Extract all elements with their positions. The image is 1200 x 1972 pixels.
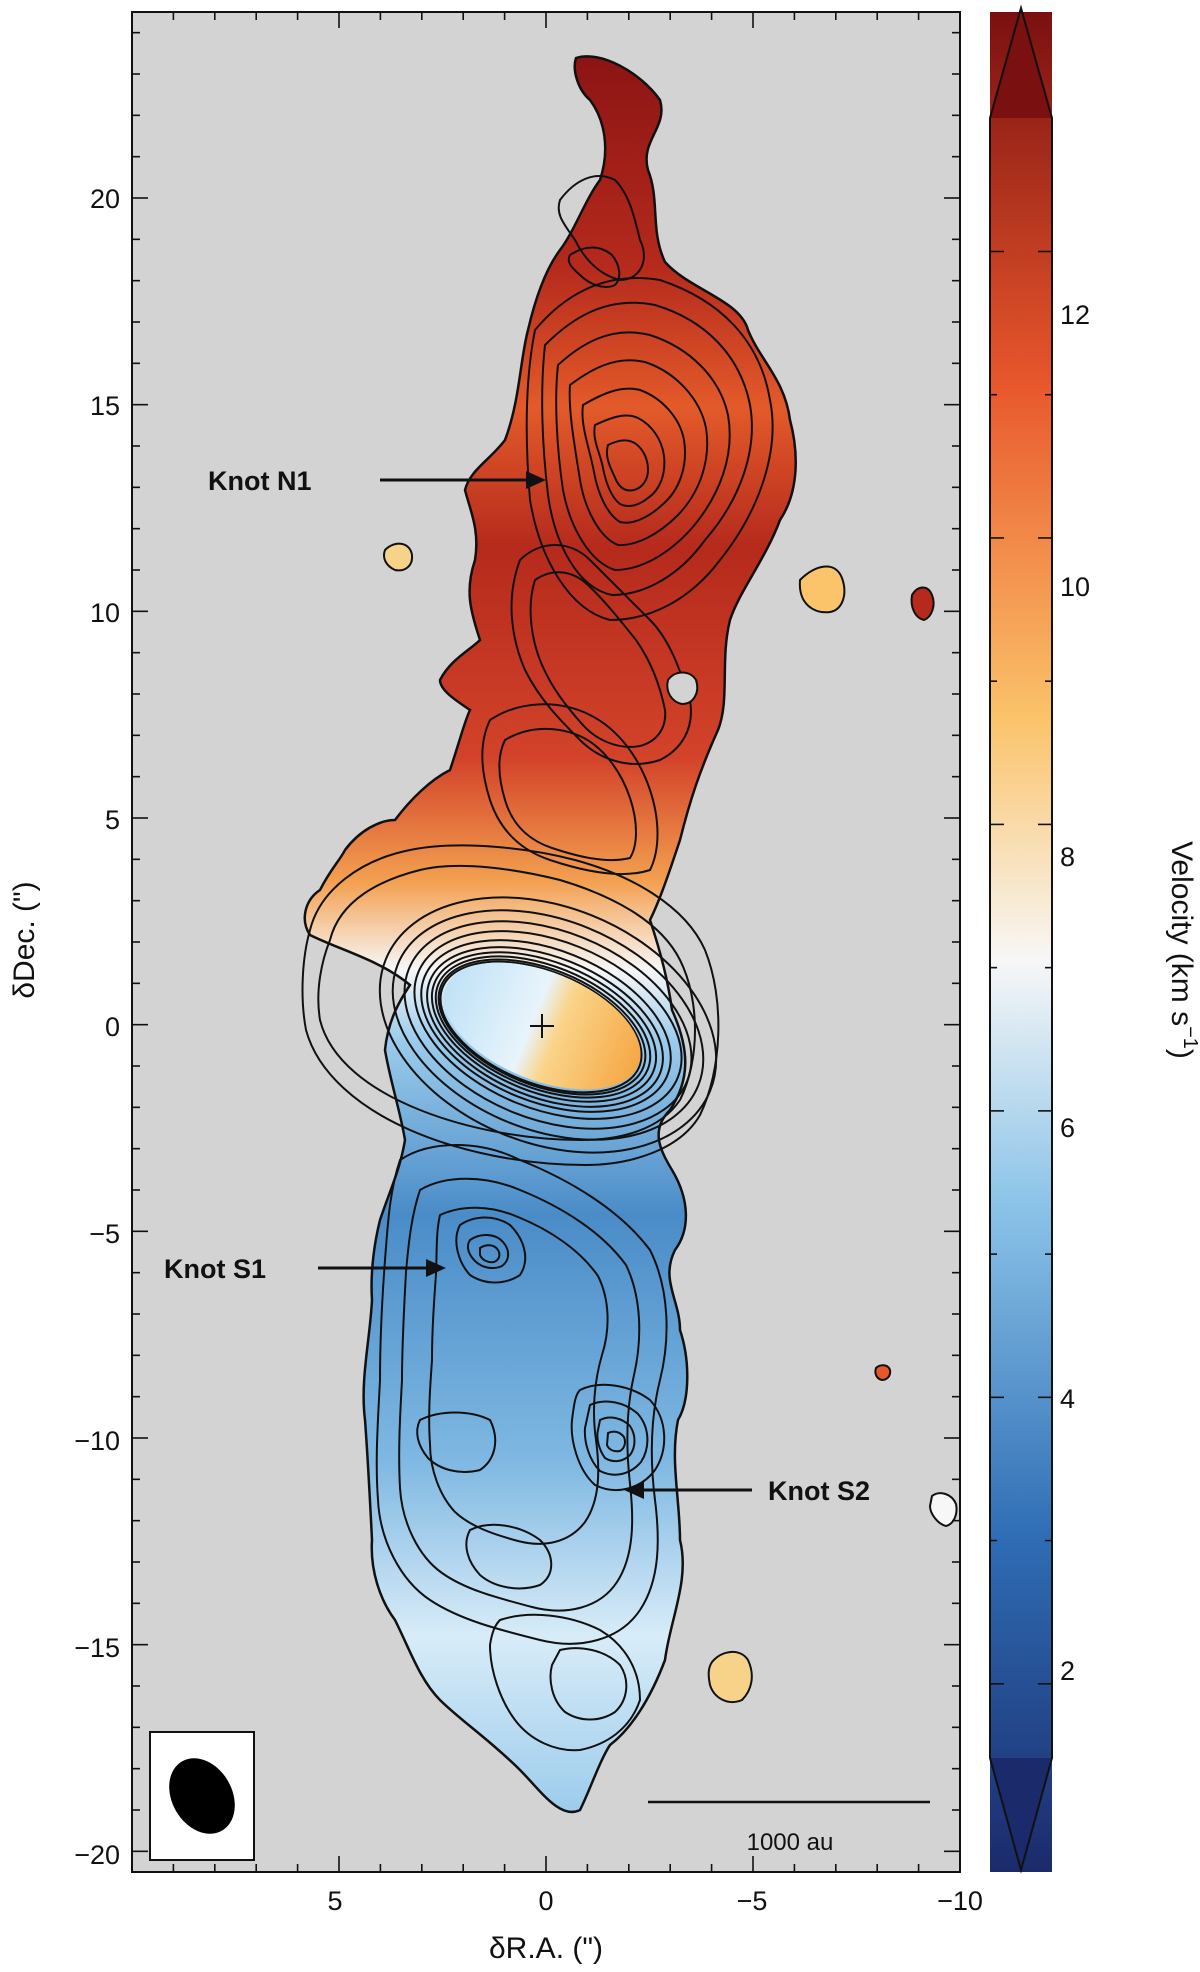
colorbar-tick-label: 6	[1060, 1113, 1075, 1143]
colorbar-axis-title: Velocity (km s−1)	[1165, 841, 1200, 1059]
colorbar-body	[990, 12, 1052, 1872]
isolated-blob-far-east	[928, 1492, 958, 1528]
colorbar-title-sup: −1	[1179, 1026, 1200, 1049]
colorbar-bottom-extension	[990, 1758, 1052, 1870]
beam-inset	[149, 1731, 255, 1861]
contours-south	[375, 1144, 668, 1752]
colorbar-title-main: Velocity (km s	[1165, 841, 1198, 1026]
knot-n1-annotation: Knot N1	[208, 466, 546, 496]
colorbar-tick-label: 2	[1060, 1656, 1075, 1686]
x-tick-labels: 5 0 −5 −10	[327, 1886, 982, 1916]
colorbar: 12 10 8 6 4 2 Velocity (km s−1)	[985, 0, 1200, 1874]
colorbar-tick-label: 10	[1060, 572, 1090, 602]
y-tick-label: 5	[105, 805, 120, 835]
colorbar-tick-label: 12	[1060, 300, 1090, 330]
knot-s2-arrowhead	[624, 1481, 644, 1499]
knot-s1-annotation: Knot S1	[164, 1254, 446, 1284]
isolated-blob-east	[798, 565, 846, 614]
central-cross-marker	[530, 1014, 554, 1038]
knot-s1-arrowhead	[426, 1259, 446, 1277]
scale-bar: 1000 au	[648, 1800, 930, 1856]
knot-s2-annotation: Knot S2	[624, 1476, 870, 1506]
x-tick-label: −5	[737, 1886, 768, 1916]
isolated-blob-east-small	[910, 586, 935, 622]
beam-ellipse	[169, 1758, 235, 1834]
colorbar-outline	[989, 4, 1053, 1874]
knot-n1-arrowhead	[526, 471, 546, 489]
knot-n1-label: Knot N1	[208, 466, 312, 496]
x-tick-label: 0	[538, 1886, 553, 1916]
colorbar-tick-label: 8	[1060, 842, 1075, 872]
knot-s2-label: Knot S2	[768, 1476, 870, 1506]
y-tick-label: 10	[90, 598, 120, 628]
x-axis-title: δR.A. (")	[489, 1932, 603, 1965]
y-tick-label: 0	[105, 1012, 120, 1042]
y-tick-label: −20	[74, 1840, 120, 1870]
y-tick-label: −5	[89, 1219, 120, 1249]
contours-north	[481, 175, 774, 876]
jet-emission-region	[303, 55, 797, 1814]
colorbar-tick-label: 4	[1060, 1384, 1075, 1414]
x-tick-label: −10	[937, 1886, 983, 1916]
x-tick-label: 5	[327, 1886, 342, 1916]
scale-bar-label: 1000 au	[747, 1829, 834, 1856]
colorbar-top-extension	[990, 8, 1052, 118]
y-tick-labels: 20 15 10 5 0 −5 −10 −15 −20	[74, 184, 120, 1870]
knot-s1-label: Knot S1	[164, 1254, 266, 1284]
isolated-blob-far-east-dot	[874, 1364, 892, 1382]
colorbar-title-end: )	[1165, 1049, 1198, 1059]
y-tick-label: −15	[74, 1633, 120, 1663]
colorbar-mask-top	[985, 0, 1057, 8]
y-axis-title: δDec. (")	[8, 881, 41, 998]
isolated-blob-south-east	[707, 1651, 753, 1704]
isolated-blob-west	[383, 542, 414, 572]
axis-ticks	[131, 12, 961, 1872]
contours-core	[301, 844, 720, 1167]
y-tick-label: 20	[90, 184, 120, 214]
y-tick-label: 15	[90, 391, 120, 421]
colorbar-ticks	[990, 250, 1052, 1685]
y-tick-label: −10	[74, 1426, 120, 1456]
isolated-blob-hole	[666, 671, 699, 706]
